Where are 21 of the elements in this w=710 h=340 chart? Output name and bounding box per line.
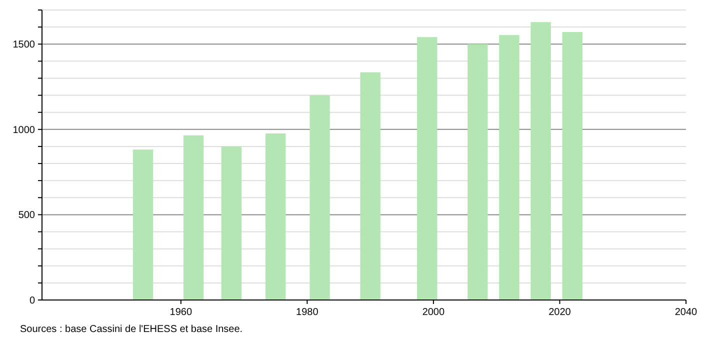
bar <box>310 95 330 300</box>
bar <box>530 22 551 300</box>
y-tick-label: 500 <box>18 210 36 222</box>
bar <box>468 44 488 300</box>
y-tick-label: 1500 <box>12 40 36 51</box>
y-tick-label: 0 <box>29 296 36 306</box>
x-tick-label: 2000 <box>422 307 446 318</box>
bar <box>266 134 286 300</box>
bar <box>360 72 380 300</box>
bar <box>221 146 242 300</box>
bar <box>499 35 520 300</box>
x-tick-label: 1960 <box>170 307 192 318</box>
x-tick-label: 1980 <box>296 307 319 318</box>
bar <box>562 32 582 300</box>
source-note: Sources : base Cassini de l'EHESS et base Insee. <box>20 324 243 335</box>
bar <box>417 37 438 300</box>
bar <box>183 135 204 300</box>
x-tick-label: 2040 <box>674 307 698 318</box>
bar <box>132 150 154 300</box>
x-tick-label: 2020 <box>548 307 572 318</box>
y-tick-label: 1000 <box>12 124 36 136</box>
